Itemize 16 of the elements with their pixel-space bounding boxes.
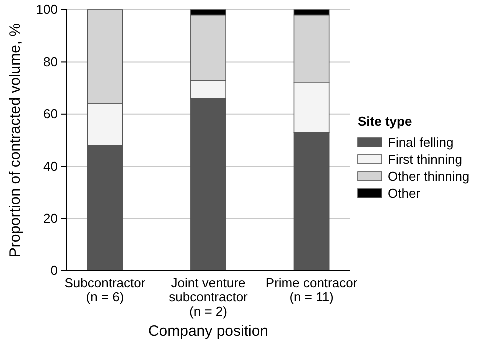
y-tick-label: 80: [44, 54, 58, 70]
y-tick-label: 100: [36, 2, 58, 18]
y-tick-label: 60: [44, 106, 58, 122]
x-tick-label: Joint venture subcontractor (n = 2): [169, 275, 249, 319]
legend-label: Other: [388, 186, 422, 201]
x-axis-title: Company position: [148, 323, 269, 340]
legend-title: Site type: [358, 114, 412, 129]
y-axis-title: Proportion of contracted volume, %: [7, 23, 24, 258]
legend-label: Final felling: [388, 135, 454, 150]
y-tick-label: 0: [50, 263, 58, 278]
legend-label: Other thinning: [388, 169, 470, 184]
y-tick-label: 40: [44, 158, 58, 174]
legend-label: First thinning: [388, 152, 462, 167]
y-tick-label: 20: [44, 210, 58, 226]
x-tick-label: Prime contracor (n = 11): [266, 275, 358, 305]
x-tick-label: Subcontractor (n = 6): [64, 275, 146, 305]
